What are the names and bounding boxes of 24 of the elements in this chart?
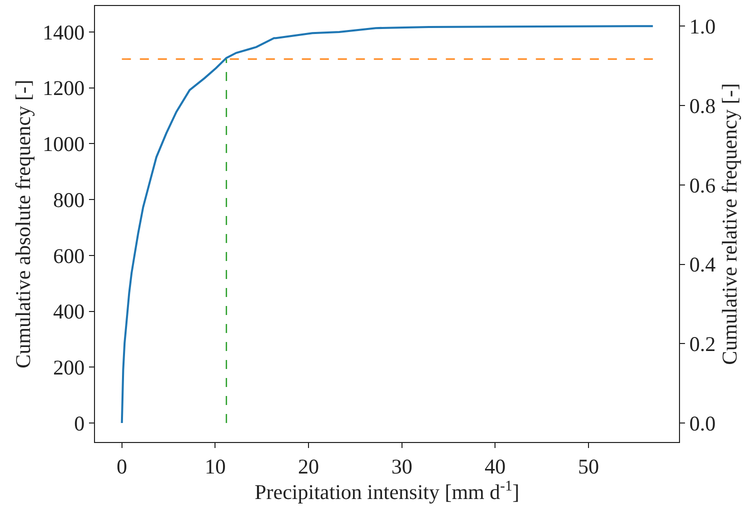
- y2-tick-label: 0.4: [689, 252, 716, 277]
- y-tick-label: 0: [74, 411, 85, 436]
- y2-tick-label: 0.8: [689, 94, 716, 118]
- y2-tick-label: 0.2: [689, 332, 716, 356]
- y-tick-label: 1400: [42, 20, 85, 44]
- y2-tick-label: 0.6: [689, 173, 716, 198]
- y2-axis-title: Cumulative relative frequency [-]: [717, 83, 742, 365]
- y-tick-label: 1200: [42, 76, 85, 100]
- y2-tick-label: 1.0: [689, 14, 716, 39]
- y-tick-label: 200: [53, 356, 85, 380]
- line-series: [120, 25, 654, 424]
- x-tick-label: 20: [298, 454, 320, 478]
- y2-tick-label: 0.0: [689, 411, 716, 436]
- x-tick-label: 0: [116, 454, 128, 478]
- x-tick-label: 40: [484, 454, 506, 478]
- x-tick-label: 10: [204, 454, 226, 478]
- x-tick-label: 50: [578, 454, 599, 478]
- y-tick-label: 1000: [42, 132, 85, 156]
- x-tick-label: 30: [391, 454, 412, 478]
- y-tick-label: 600: [53, 244, 85, 268]
- y-tick-label: 400: [53, 300, 85, 324]
- x-axis-title: Precipitation intensity [mm d$^{-1}$]: [254, 478, 520, 504]
- y-tick-label: 800: [53, 188, 85, 212]
- y-axis-title: Cumulative absolute frequency [-]: [10, 80, 35, 368]
